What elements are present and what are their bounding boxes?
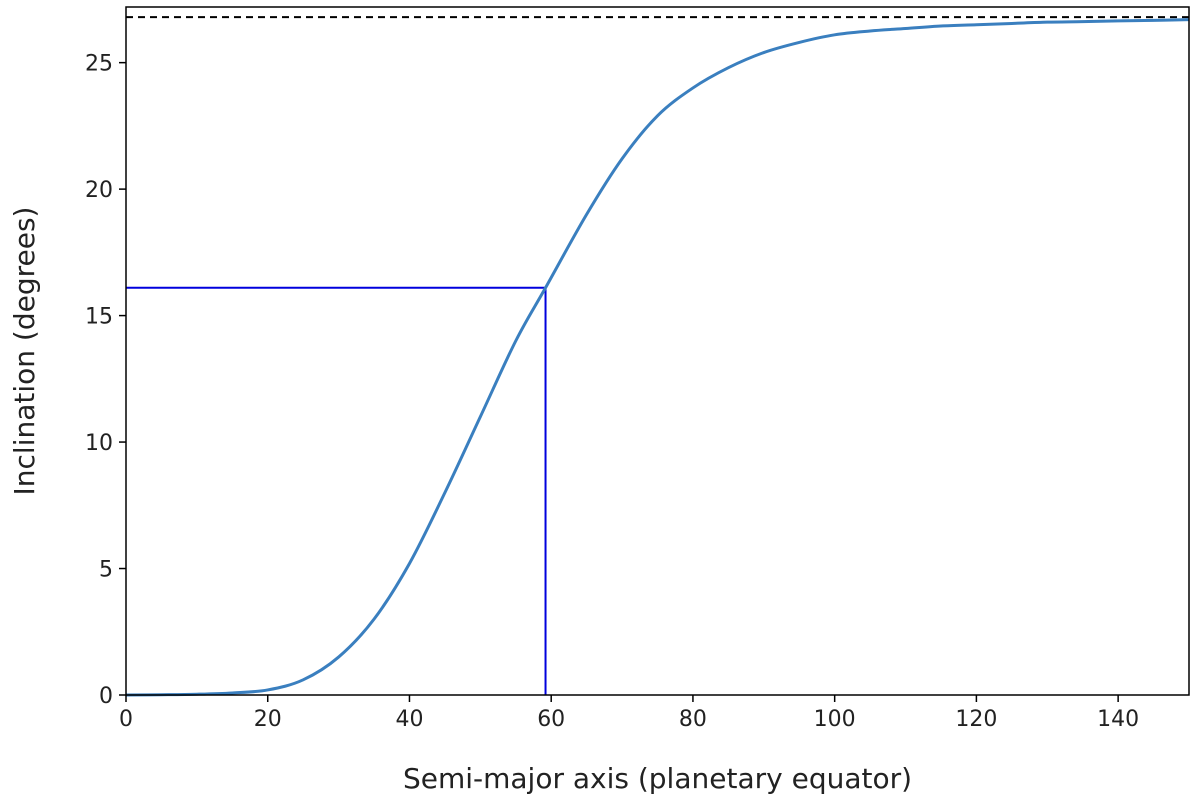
x-tick-label: 80 xyxy=(679,707,707,732)
x-tick-label: 60 xyxy=(537,707,565,732)
y-tick-label: 0 xyxy=(99,684,113,709)
y-tick-label: 15 xyxy=(85,305,113,330)
x-axis-ticks: 0 20 40 60 80 100 120 140 xyxy=(119,695,1139,732)
y-axis-ticks: 0 5 10 15 20 25 xyxy=(85,52,126,709)
x-tick-label: 140 xyxy=(1097,707,1139,732)
x-tick-label: 100 xyxy=(814,707,856,732)
x-tick-label: 40 xyxy=(395,707,423,732)
reference-lines xyxy=(126,16,1189,695)
plot-frame xyxy=(125,6,1190,696)
y-tick-label: 5 xyxy=(99,558,113,583)
series-layer xyxy=(125,18,1190,697)
x-tick-label: 0 xyxy=(119,707,133,732)
y-tick-label: 25 xyxy=(85,52,113,77)
x-tick-label: 20 xyxy=(254,707,282,732)
series-line-0 xyxy=(125,18,1190,697)
x-tick-label: 120 xyxy=(955,707,997,732)
y-tick-label: 10 xyxy=(85,431,113,456)
x-axis-title: Semi-major axis (planetary equator) xyxy=(403,762,912,795)
y-tick-label: 20 xyxy=(85,178,113,203)
y-axis-title: Inclination (degrees) xyxy=(8,207,41,496)
